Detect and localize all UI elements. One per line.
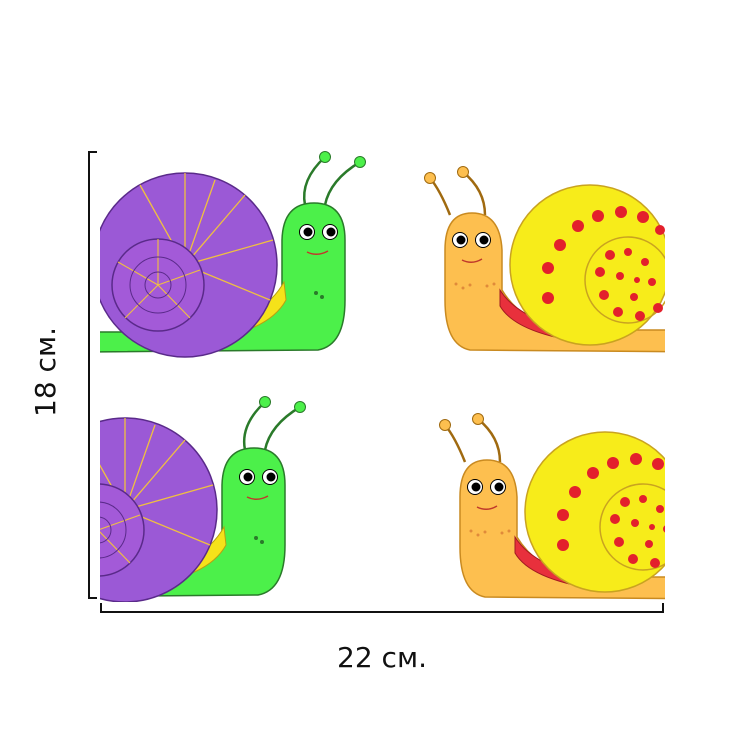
snail-artwork: [100, 150, 665, 602]
dimension-lines: [88, 151, 664, 613]
width-label: 22 см.: [337, 641, 427, 674]
height-label: 18 см.: [29, 327, 62, 417]
